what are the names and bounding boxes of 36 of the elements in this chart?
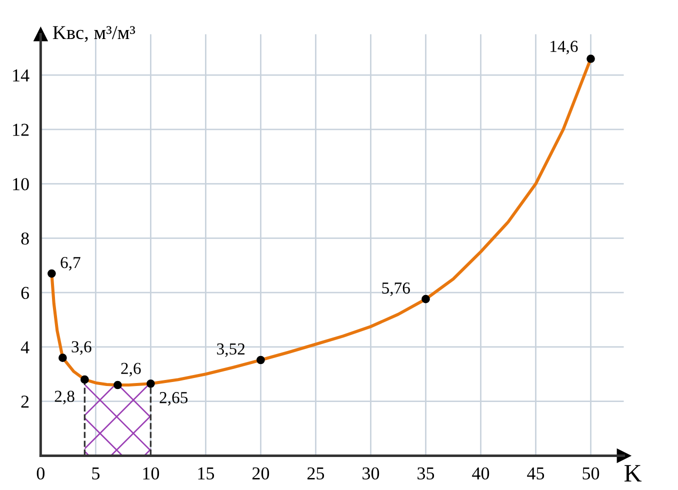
x-tick-label: 0	[36, 467, 45, 480]
x-tick-label: 35	[418, 467, 434, 480]
point	[58, 354, 67, 362]
x-tick-label: 5	[92, 468, 100, 480]
y-tick-label: 2	[21, 396, 29, 408]
point	[80, 375, 89, 384]
x-tick-label: 15	[198, 467, 214, 480]
y-tick-label: 10	[13, 178, 29, 190]
x-tick-label: 30	[362, 467, 380, 480]
data-label: 2,6	[121, 362, 141, 376]
x-axis-title: K	[624, 465, 642, 482]
data-label: 14,6	[550, 40, 578, 54]
y-axis-title: Kвс, м³/м³	[52, 26, 136, 42]
data-label: 3,6	[72, 341, 92, 355]
point	[48, 269, 56, 278]
data-label: 2,8	[54, 390, 74, 404]
point	[114, 380, 122, 390]
x-tick-label: 40	[472, 467, 490, 480]
x-tick-label: 20	[252, 467, 270, 480]
x-tick-label: 10	[143, 467, 160, 480]
point	[146, 379, 155, 388]
y-tick-label: 8	[21, 232, 29, 245]
data-label: 5,76	[382, 282, 410, 296]
point	[256, 356, 265, 364]
x-tick-label: 25	[307, 467, 324, 480]
data-label: 2,65	[160, 392, 188, 406]
data-label: 6,7	[60, 256, 80, 271]
point	[586, 54, 595, 63]
y-tick-label: 4	[20, 341, 30, 354]
x-tick-label: 50	[582, 467, 600, 480]
y-tick-label: 12	[13, 124, 29, 136]
data-label: 3,52	[217, 343, 245, 358]
y-tick-label: 6	[21, 286, 30, 300]
x-tick-label: 45	[527, 467, 544, 480]
point	[422, 294, 430, 304]
y-tick-label: 14	[13, 69, 30, 82]
